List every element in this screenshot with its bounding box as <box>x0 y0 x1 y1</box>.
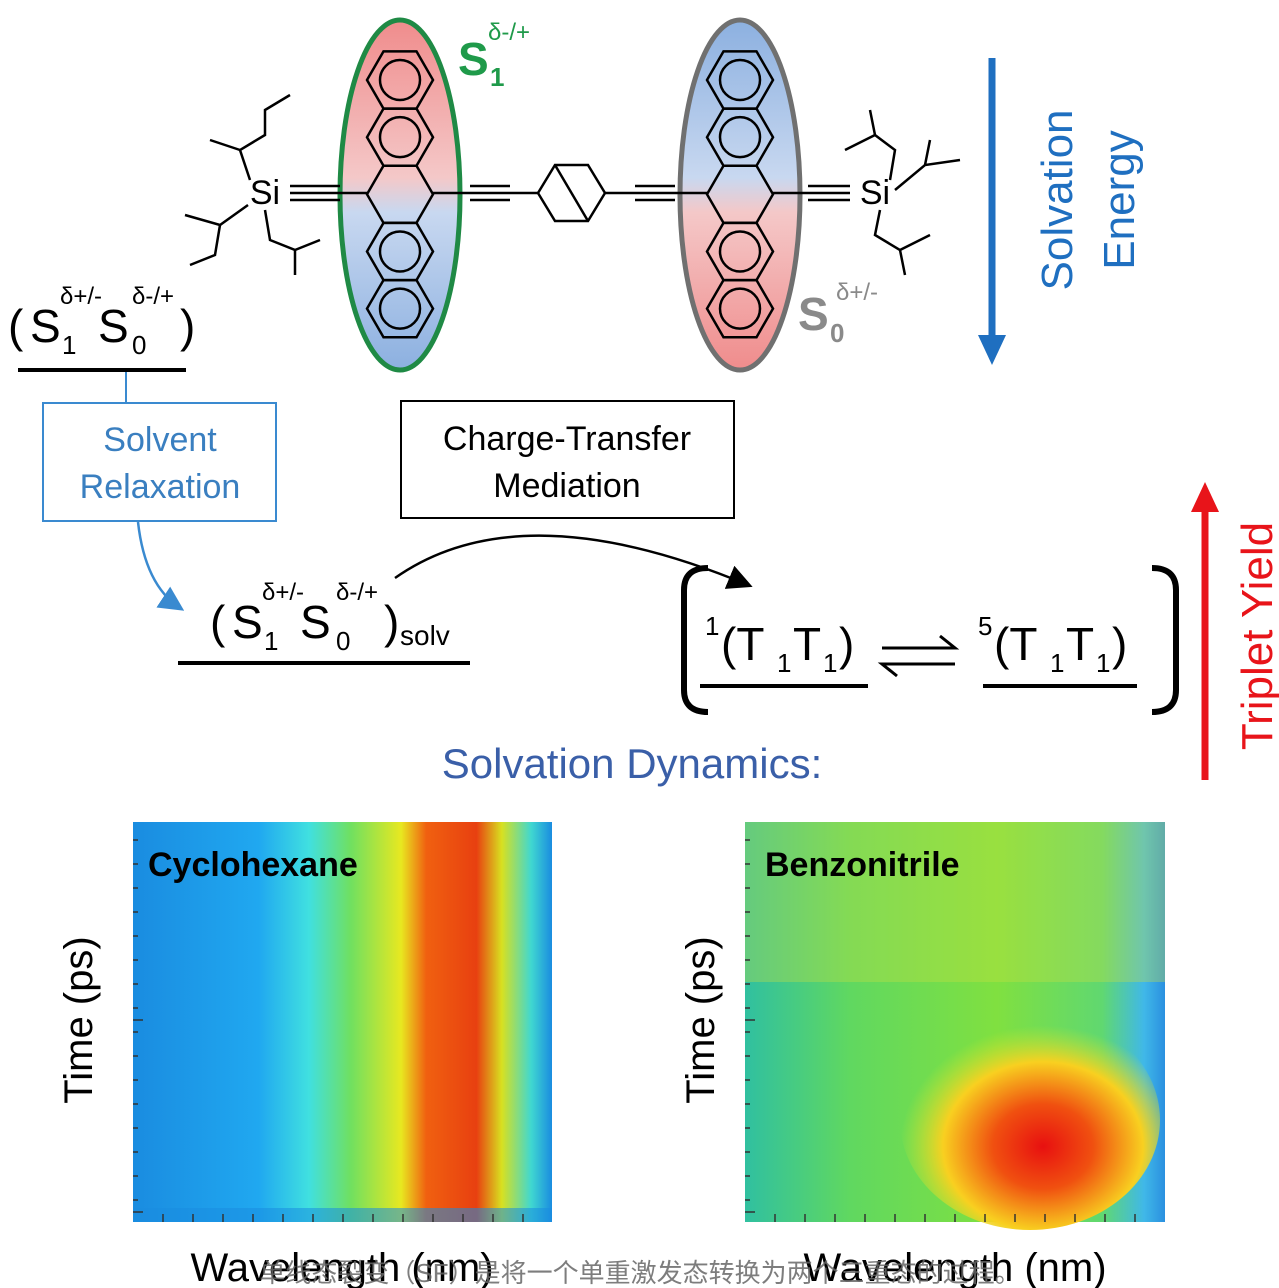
state-sup: δ-/+ <box>132 283 174 310</box>
bracket <box>1152 568 1176 712</box>
y-axis-label: Time (ps) <box>679 936 723 1103</box>
state-base: S <box>98 300 129 352</box>
figure: Si Si S δ-/+ 1 S δ+/- 0 Solvation Energy… <box>0 0 1279 1288</box>
s0-base: S <box>798 288 829 340</box>
pair-sub: 1 <box>1050 648 1064 678</box>
pair-mid: T <box>1066 618 1094 670</box>
panel-title: Cyclohexane <box>148 846 358 884</box>
paren: ( <box>8 300 24 352</box>
pair-open: (T <box>721 618 764 670</box>
state-sup: δ+/- <box>262 579 304 606</box>
solvent-label: Relaxation <box>80 468 241 506</box>
caption: 单线态裂变（SF）是将一个单重激发态转换为两个三重态的过程。 <box>259 1258 1020 1288</box>
solvent-label: Solvent <box>103 421 217 459</box>
panel-title: Benzonitrile <box>765 846 960 884</box>
y-axis-label: Time (ps) <box>57 936 101 1103</box>
right-orbital <box>680 20 800 370</box>
state-base: S <box>300 596 331 648</box>
pair-sub: 1 <box>823 648 837 678</box>
pair-sub: 1 <box>1096 648 1110 678</box>
state-sup: δ-/+ <box>336 579 378 606</box>
multiplicity: 5 <box>978 611 992 641</box>
page: { "molecule": { "s1_label": {"base": "S"… <box>0 0 1279 1288</box>
silicon-label: Si <box>860 174 890 212</box>
state-sup: δ+/- <box>60 283 102 310</box>
relax-arrow <box>138 522 180 608</box>
energy-arrow-head <box>978 335 1006 365</box>
paren: ) <box>180 300 195 352</box>
heatmap-peak <box>900 1010 1160 1230</box>
pair-mid: T <box>793 618 821 670</box>
s1-sub: 1 <box>490 62 504 92</box>
left-orbital <box>340 20 460 370</box>
ct-label: Charge-Transfer <box>443 420 691 458</box>
yield-label: Triplet Yield <box>1233 522 1279 750</box>
multiplicity: 1 <box>705 611 719 641</box>
paren: ) <box>384 596 399 648</box>
yield-arrow-head <box>1191 482 1219 512</box>
panel: Benzonitrile Time (ps) Wavelength (nm) <box>679 822 1165 1288</box>
state-base: S <box>232 596 263 648</box>
energy-label: Energy <box>1095 130 1144 269</box>
pair-sub: 1 <box>777 648 791 678</box>
state-sub: 1 <box>264 626 278 656</box>
state-sub: 0 <box>336 626 350 656</box>
silicon-label: Si <box>250 174 280 212</box>
equilibrium-arrows <box>882 636 955 676</box>
ct-arrow <box>395 536 748 585</box>
paren: ( <box>210 596 226 648</box>
s0-sub: 0 <box>830 318 844 348</box>
s0-sup: δ+/- <box>836 279 878 306</box>
pair-open: (T <box>994 618 1037 670</box>
ct-label: Mediation <box>493 467 640 505</box>
pair-close: ) <box>839 618 854 670</box>
state-sub: 1 <box>62 330 76 360</box>
pair-close: ) <box>1112 618 1127 670</box>
s1-sup: δ-/+ <box>488 19 530 46</box>
state-subscript: solv <box>400 620 450 651</box>
state-base: S <box>30 300 61 352</box>
energy-label: Solvation <box>1033 109 1082 290</box>
s1-base: S <box>458 33 489 85</box>
panel: Cyclohexane Time (ps) Wavelength (nm) <box>57 822 552 1288</box>
state-sub: 0 <box>132 330 146 360</box>
dynamics-title: Solvation Dynamics: <box>442 740 822 787</box>
